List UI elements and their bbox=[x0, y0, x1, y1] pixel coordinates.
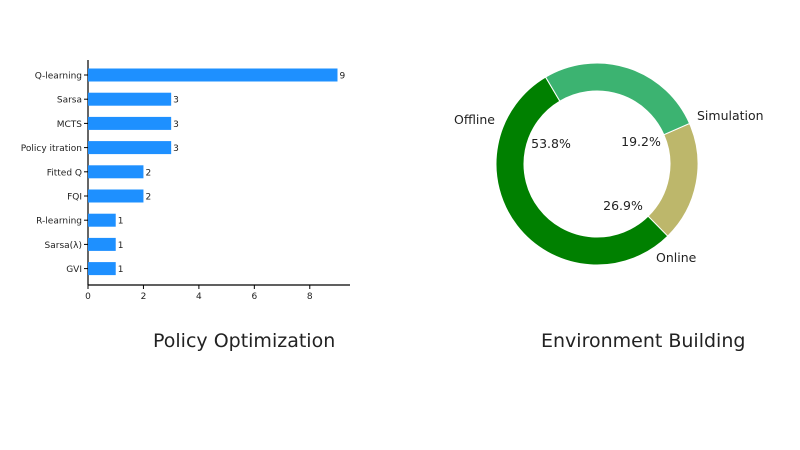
x-tick-label-6: 6 bbox=[251, 292, 257, 302]
environment-building-donut-chart: Offline 53.8% Simulation 19.2% Online 26.9% bbox=[454, 62, 764, 266]
category-label-fqi: FQI bbox=[67, 193, 82, 203]
bar-gvi bbox=[88, 262, 116, 276]
policy-optimization-bar-chart: 0 2 4 6 8 Q-learning 9 Sarsa 3 MCTS 3 Policy itrati… bbox=[21, 60, 350, 302]
category-label-mcts: MCTS bbox=[57, 120, 83, 130]
bar-sarsa bbox=[88, 237, 116, 251]
x-tick-label-4: 4 bbox=[196, 292, 202, 302]
category-label-sarsa: Sarsa bbox=[57, 96, 82, 106]
data-label-mcts: 3 bbox=[173, 120, 179, 130]
bar-fqi bbox=[88, 189, 144, 203]
policy-optimization-caption: Policy Optimization bbox=[153, 330, 336, 352]
data-label-gvi: 1 bbox=[118, 265, 124, 275]
category-label-r-learning: R-learning bbox=[36, 217, 82, 227]
category-label-sarsa: Sarsa(λ) bbox=[45, 241, 82, 251]
x-tick-label-2: 2 bbox=[141, 292, 147, 302]
x-tick-label-0: 0 bbox=[85, 292, 91, 302]
donut-slice-online bbox=[544, 62, 691, 136]
bar-r-learning bbox=[88, 213, 116, 227]
category-label-gvi: GVI bbox=[66, 265, 82, 275]
data-label-r-learning: 1 bbox=[118, 217, 124, 227]
bar-mcts bbox=[88, 116, 172, 130]
data-label-fitted-q: 2 bbox=[145, 168, 151, 178]
slice-percent-simulation: 19.2% bbox=[621, 134, 661, 149]
data-label-fqi: 2 bbox=[145, 193, 151, 203]
slice-percent-online: 26.9% bbox=[603, 198, 643, 213]
x-tick-label-8: 8 bbox=[307, 292, 313, 302]
slice-label-offline: Offline bbox=[454, 112, 495, 127]
bar-q-learning bbox=[88, 68, 338, 82]
data-label-policy-itration: 3 bbox=[173, 144, 179, 154]
data-label-sarsa: 3 bbox=[173, 96, 179, 106]
data-label-q-learning: 9 bbox=[340, 72, 346, 82]
slice-label-simulation: Simulation bbox=[697, 108, 764, 123]
category-label-policy-itration: Policy itration bbox=[21, 144, 82, 154]
bar-policy-itration bbox=[88, 141, 172, 155]
data-label-sarsa: 1 bbox=[118, 241, 124, 251]
category-label-q-learning: Q-learning bbox=[35, 72, 82, 82]
category-label-fitted-q: Fitted Q bbox=[47, 168, 82, 178]
donut-slice-offline bbox=[495, 76, 669, 266]
slice-percent-offline: 53.8% bbox=[531, 136, 571, 151]
environment-building-caption: Environment Building bbox=[541, 330, 746, 352]
slice-label-online: Online bbox=[656, 250, 697, 265]
bar-fitted-q bbox=[88, 165, 144, 179]
bar-sarsa bbox=[88, 92, 172, 106]
